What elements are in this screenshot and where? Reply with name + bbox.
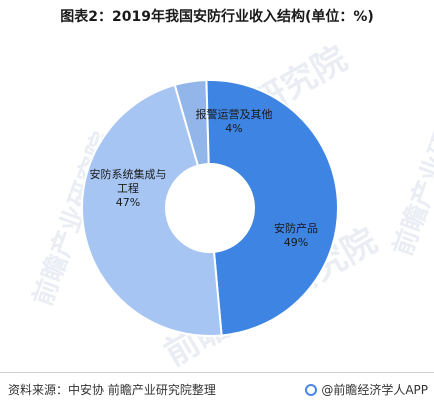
slice-value-label: 4%	[225, 122, 242, 135]
brand-logo-icon	[305, 383, 318, 396]
brand: @前瞻经济学人APP	[305, 381, 428, 398]
footer: 资料来源：中安协 前瞻产业研究院整理 @前瞻经济学人APP	[0, 372, 434, 407]
chart-title: 图表2：2019年我国安防行业收入结构(单位：%)	[60, 9, 374, 25]
slice-label: 安防系统集成与工程	[90, 167, 167, 195]
donut-slice	[81, 83, 223, 337]
donut-slice	[205, 79, 339, 337]
brand-text: @前瞻经济学人APP	[321, 383, 428, 397]
slice-value-label: 49%	[284, 236, 308, 249]
slice-label: 报警运营及其他	[196, 107, 273, 121]
source-note: 资料来源：中安协 前瞻产业研究院整理	[8, 383, 216, 397]
slice-label: 安防产品	[274, 221, 318, 235]
slice-value-label: 47%	[116, 196, 140, 209]
